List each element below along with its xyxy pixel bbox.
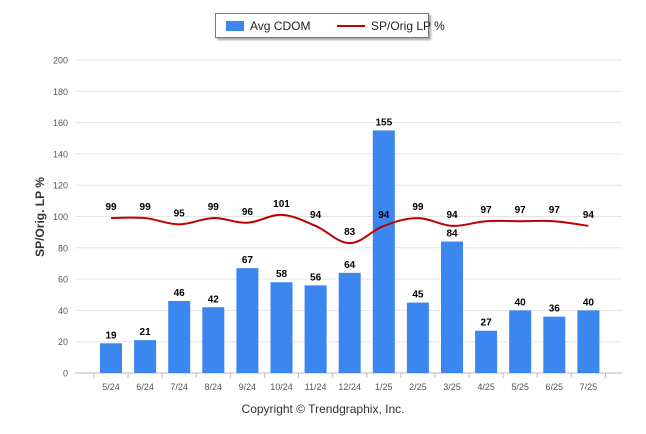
- x-tick-label: 9/24: [239, 382, 257, 392]
- bar-data-label: 40: [583, 297, 595, 308]
- bar-data-label: 155: [375, 117, 392, 128]
- x-tick-label: 4/25: [477, 382, 495, 392]
- x-tick-label: 3/25: [443, 382, 461, 392]
- bar: [441, 241, 463, 373]
- y-tick-label: 200: [53, 56, 68, 66]
- x-tick-label: 7/25: [580, 382, 598, 392]
- bar: [372, 130, 395, 373]
- bar-data-label: 84: [446, 229, 458, 240]
- line-data-label: 99: [412, 202, 424, 213]
- bar: [270, 282, 293, 373]
- line-data-label: 97: [481, 205, 493, 216]
- bar: [202, 307, 225, 373]
- line-data-label: 83: [344, 227, 356, 238]
- bar: [577, 310, 600, 373]
- legend: Avg CDOM SP/Orig LP %: [215, 13, 445, 38]
- x-tick-label: 1/25: [375, 382, 393, 392]
- line-data-label: 97: [549, 205, 561, 216]
- line-data-label: 99: [208, 202, 220, 213]
- line-data-label: 97: [515, 205, 527, 216]
- bar-data-label: 36: [549, 304, 561, 315]
- y-tick-label: 160: [53, 118, 68, 128]
- line-series-sp-orig: [110, 213, 589, 245]
- bar-data-label: 27: [481, 318, 493, 329]
- bar: [100, 343, 122, 373]
- bar-data-label: 64: [344, 260, 356, 271]
- bar-data-label: 67: [242, 255, 254, 266]
- y-tick-label: 60: [58, 275, 68, 285]
- bar: [134, 340, 157, 373]
- line-data-label: 96: [242, 207, 254, 218]
- y-tick-label: 80: [58, 243, 68, 253]
- y-tick-label: 0: [63, 369, 68, 379]
- y-tick-label: 120: [53, 181, 68, 191]
- bar: [475, 330, 498, 373]
- y-tick-label: 140: [53, 149, 68, 159]
- bar-data-label: 45: [412, 290, 424, 301]
- line-data-label: 94: [583, 210, 595, 221]
- line-data-label: 94: [378, 210, 390, 221]
- x-tick-label: 6/24: [136, 382, 154, 392]
- bar-data-label: 42: [208, 294, 220, 305]
- bar: [509, 310, 532, 373]
- bar: [236, 268, 259, 373]
- copyright-footer: Copyright © Trendgraphix, Inc.: [241, 402, 405, 416]
- legend-swatch-sp-orig: [337, 25, 365, 27]
- bar: [304, 285, 327, 373]
- y-tick-label: 20: [58, 337, 68, 347]
- bar: [168, 301, 191, 373]
- line-data-label: 99: [140, 202, 152, 213]
- x-tick-label: 7/24: [170, 382, 188, 392]
- bar-data-label: 19: [105, 330, 117, 341]
- bar-data-label: 21: [140, 327, 152, 338]
- y-tick-label: 40: [58, 306, 68, 316]
- x-tick-label: 2/25: [409, 382, 427, 392]
- bar-data-label: 46: [174, 288, 186, 299]
- x-tick-label: 12/24: [338, 382, 361, 392]
- y-tick-label: 100: [53, 212, 68, 222]
- line-data-label: 94: [446, 210, 458, 221]
- line-data-label: 95: [174, 208, 186, 219]
- x-tick-label: 11/24: [305, 382, 327, 392]
- line-data-label: 99: [105, 202, 117, 213]
- bar-data-label: 56: [310, 272, 322, 283]
- x-tick-label: 5/25: [511, 382, 529, 392]
- bar-data-label: 58: [276, 269, 288, 280]
- legend-label-sp-orig: SP/Orig LP %: [371, 19, 445, 33]
- legend-label-avg-cdom: Avg CDOM: [250, 19, 311, 33]
- y-tick-label: 180: [53, 87, 68, 97]
- x-tick-label: 6/25: [546, 382, 564, 392]
- bar-data-label: 40: [515, 297, 527, 308]
- bar: [406, 302, 429, 373]
- bar: [338, 272, 361, 373]
- x-tick-label: 8/24: [205, 382, 223, 392]
- x-tick-label: 5/24: [102, 382, 120, 392]
- line-data-label: 101: [273, 199, 290, 210]
- line-data-label: 94: [310, 210, 322, 221]
- bar: [543, 316, 566, 373]
- legend-swatch-avg-cdom: [226, 21, 244, 31]
- x-tick-label: 10/24: [270, 382, 293, 392]
